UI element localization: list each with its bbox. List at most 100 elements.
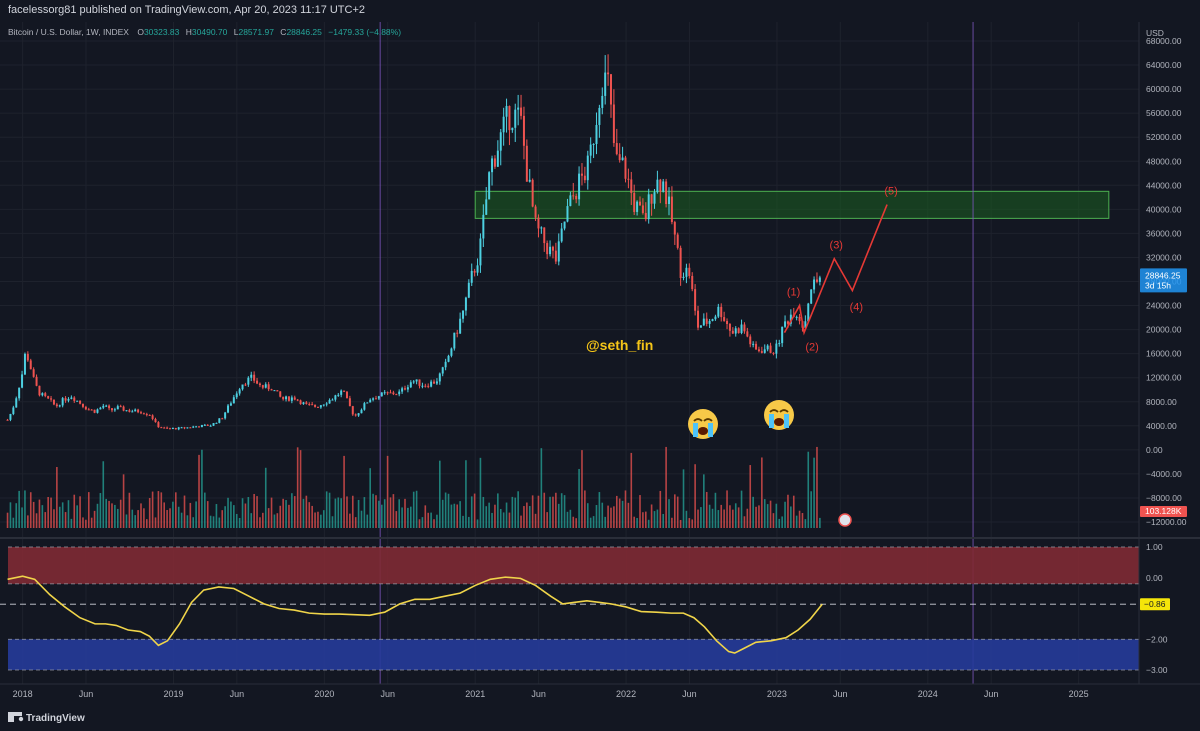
candle-body xyxy=(810,289,813,304)
candle-body xyxy=(244,384,247,386)
volume-bar xyxy=(137,510,139,528)
currency-label: USD xyxy=(1146,28,1164,38)
candle-body xyxy=(450,348,453,356)
candle-body xyxy=(607,72,610,75)
volume-bar xyxy=(749,465,752,528)
tradingview-brand: TradingView xyxy=(26,713,85,724)
candle-body xyxy=(528,179,531,182)
volume-bar xyxy=(615,495,618,528)
volume-bar xyxy=(439,460,441,528)
volume-bar xyxy=(73,494,76,528)
volume-bar xyxy=(778,518,781,528)
volume-bar xyxy=(180,512,183,528)
volume-bar xyxy=(642,512,644,528)
time-axis[interactable]: 2018 Jun 2019 Jun 2020 Jun 2021 Jun 2022 Jun 2023 J… xyxy=(13,689,1089,699)
candle-body xyxy=(157,422,160,428)
volume-bar xyxy=(296,447,299,528)
candle-body xyxy=(699,325,702,328)
volume-bar xyxy=(543,492,546,528)
candle-body xyxy=(673,222,676,235)
volume-bar xyxy=(412,491,415,528)
candle-body xyxy=(145,414,148,416)
candle-body xyxy=(96,409,99,413)
candle-body xyxy=(630,179,633,193)
candle-body xyxy=(238,389,241,394)
volume-bar xyxy=(270,497,273,528)
wave-label: (2) xyxy=(805,342,818,354)
candle-body xyxy=(189,427,192,429)
volume-bar xyxy=(734,503,737,528)
volume-bar xyxy=(798,510,801,528)
volume-bar xyxy=(441,499,444,528)
volume-bar xyxy=(293,496,296,528)
time-tick-label: Jun xyxy=(833,689,848,699)
candle-body xyxy=(711,319,714,321)
candle-body xyxy=(328,399,331,404)
candle-body xyxy=(786,321,789,324)
candle-body xyxy=(169,428,172,430)
volume-bar xyxy=(427,512,430,528)
volume-bar xyxy=(552,496,554,528)
candle-body xyxy=(160,427,163,429)
candle-body xyxy=(447,355,450,362)
volume-bar xyxy=(723,509,725,528)
low-value: 28571.97 xyxy=(238,27,274,37)
volume-bar xyxy=(418,519,421,528)
time-tick-label: Jun xyxy=(380,689,395,699)
price-tick-label: 12000.00 xyxy=(1146,373,1182,383)
candle-body xyxy=(105,405,108,407)
price-tick-label: 56000.00 xyxy=(1146,108,1182,118)
volume-bar xyxy=(752,496,754,528)
volume-bar xyxy=(99,493,102,528)
volume-badge xyxy=(1140,506,1187,517)
candle-body xyxy=(351,406,354,415)
volume-bar xyxy=(645,511,647,528)
volume-bar xyxy=(601,502,604,528)
volume-bar xyxy=(227,497,229,528)
volume-bar xyxy=(262,512,264,528)
volume-bar xyxy=(169,508,171,528)
volume-bar xyxy=(82,517,84,528)
candle-body xyxy=(482,214,485,239)
price-tick-label: 4000.00 xyxy=(1146,421,1177,431)
candle-body xyxy=(174,428,177,430)
candle-body xyxy=(621,157,624,161)
candle-body xyxy=(21,374,24,388)
candle-body xyxy=(406,387,409,390)
volume-bar xyxy=(357,499,360,528)
candle-body xyxy=(360,409,363,414)
candle-body xyxy=(35,376,38,386)
candle-body xyxy=(572,195,575,197)
candle-body xyxy=(389,392,392,394)
candle-body xyxy=(270,389,273,391)
candle-body xyxy=(633,192,636,212)
volume-bar xyxy=(549,496,551,528)
candle-body xyxy=(604,72,607,96)
wave-label: (1) xyxy=(787,287,800,299)
candle-body xyxy=(815,279,818,282)
volume-bar xyxy=(151,491,154,528)
tradingview-logo-icon xyxy=(8,712,24,722)
candle-body xyxy=(522,115,525,146)
volume-bar xyxy=(299,450,302,528)
candle-body xyxy=(560,228,563,242)
candle-body xyxy=(81,403,84,407)
candle-body xyxy=(557,241,560,262)
candle-body xyxy=(433,381,436,384)
candle-body xyxy=(285,396,288,400)
candle-body xyxy=(67,398,70,401)
oscillator-current-value: −0.86 xyxy=(1144,599,1166,609)
volume-bar xyxy=(267,508,270,528)
candle-body xyxy=(363,403,366,410)
oscillator-axis[interactable]: 1.00 0.00 −2.00 −3.00 −0.86 xyxy=(1140,542,1170,675)
candle-body xyxy=(685,267,688,277)
candle-body xyxy=(264,384,267,388)
candle-body xyxy=(644,213,647,220)
volume-bar xyxy=(125,514,128,528)
candle-body xyxy=(290,397,293,401)
volume-bar xyxy=(508,512,511,528)
candle-body xyxy=(459,318,462,334)
volume-bar xyxy=(729,505,731,528)
price-axis[interactable]: 68000.00 64000.00 60000.00 56000.00 52000.00… xyxy=(1140,36,1187,527)
